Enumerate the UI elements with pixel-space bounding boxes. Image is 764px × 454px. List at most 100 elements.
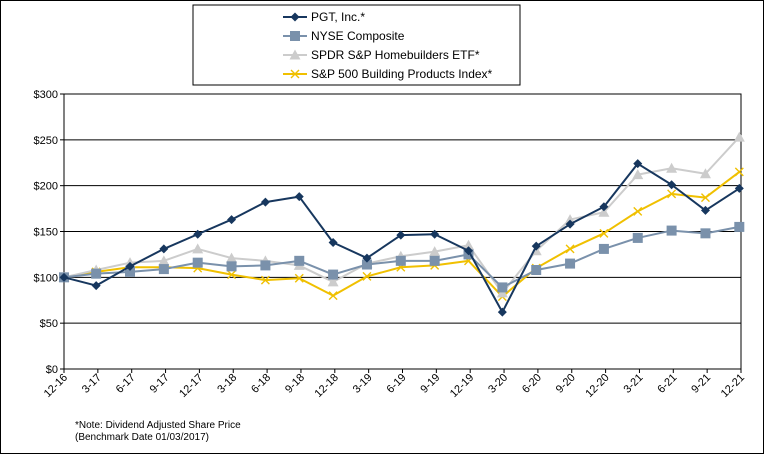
data-point — [328, 291, 338, 301]
y-tick-label: $250 — [34, 135, 58, 147]
data-point-stroke — [294, 273, 304, 283]
data-point — [362, 253, 372, 263]
x-tick-label: 3-18 — [215, 372, 239, 396]
x-tick-label: 3-19 — [351, 372, 375, 396]
data-point — [497, 282, 508, 293]
y-tick-label: $0 — [46, 364, 58, 376]
legend-marker — [290, 31, 300, 41]
legend-entry: NYSE Composite — [283, 29, 405, 43]
data-point-stroke — [227, 270, 237, 280]
data-point — [531, 241, 541, 251]
data-point-stroke — [362, 271, 372, 281]
data-point — [632, 169, 644, 180]
data-point — [193, 229, 203, 239]
legend-label: SPDR S&P Homebuilders ETF* — [311, 48, 480, 62]
data-point-stroke — [700, 193, 710, 203]
data-point — [565, 244, 575, 254]
x-tick-label: 6-19 — [385, 372, 409, 396]
data-point — [260, 275, 270, 285]
data-point — [361, 259, 372, 270]
legend-label: S&P 500 Building Products Index* — [311, 67, 493, 81]
x-tick-label: 12-18 — [313, 372, 341, 400]
data-point — [463, 239, 475, 250]
data-point — [192, 243, 204, 254]
data-point-stroke — [328, 291, 338, 301]
data-point — [734, 167, 744, 177]
data-point — [430, 229, 440, 239]
data-point — [396, 230, 406, 240]
grid-lines — [64, 93, 741, 370]
legend-marker — [290, 69, 300, 79]
data-point — [227, 215, 237, 225]
data-point-stroke — [633, 206, 643, 216]
data-point — [733, 131, 745, 142]
data-point — [294, 273, 304, 283]
data-point — [734, 183, 744, 193]
y-tick-label: $300 — [34, 89, 58, 101]
x-tick-label: 6-20 — [520, 372, 544, 396]
x-tick-label: 3-20 — [486, 372, 510, 396]
data-point — [667, 180, 677, 190]
data-point — [632, 232, 643, 243]
data-point — [59, 272, 69, 282]
x-tick-label: 9-19 — [418, 372, 442, 396]
data-point — [429, 246, 441, 257]
data-point — [158, 255, 170, 266]
data-point-stroke — [667, 189, 677, 199]
data-point — [91, 281, 101, 291]
data-point — [362, 271, 372, 281]
data-point — [598, 243, 609, 254]
data-point — [395, 255, 406, 266]
x-tick-label: 6-21 — [655, 372, 679, 396]
x-tick-label: 3-17 — [80, 372, 104, 396]
data-point-stroke — [599, 228, 609, 238]
x-tick-label: 12-17 — [177, 372, 205, 400]
data-point — [497, 307, 507, 317]
data-point — [633, 159, 643, 169]
data-point — [91, 268, 102, 279]
data-point — [598, 206, 610, 217]
data-point — [226, 261, 237, 272]
data-point — [700, 193, 710, 203]
data-point — [125, 261, 135, 271]
data-point — [125, 266, 136, 277]
x-tick-label: 6-17 — [114, 372, 138, 396]
data-point — [633, 206, 643, 216]
data-point — [158, 264, 169, 275]
legend-entry: PGT, Inc.* — [283, 10, 365, 24]
data-point — [260, 260, 271, 271]
data-point — [464, 246, 474, 256]
legend-marker-stroke — [290, 69, 300, 79]
data-point — [666, 162, 678, 173]
data-point — [192, 257, 203, 268]
x-axis: 12-16 3-17 6-17 9-17 12-17 3-18 6-18 9-18 12-18 3… — [42, 369, 747, 400]
data-point — [667, 189, 677, 199]
x-tick-label: 3-21 — [622, 372, 646, 396]
data-point-stroke — [565, 244, 575, 254]
x-tick-label: 12-20 — [583, 372, 611, 400]
x-tick-label: 9-21 — [689, 372, 713, 396]
data-point — [666, 225, 677, 236]
data-point — [565, 219, 575, 229]
y-tick-label: $200 — [34, 181, 58, 193]
data-point — [260, 197, 270, 207]
footnote-line-2: (Benchmark Date 01/03/2017) — [75, 432, 209, 443]
data-point — [531, 265, 542, 275]
data-point — [564, 214, 576, 225]
data-point — [700, 228, 711, 239]
y-axis: $0 $50 $100 $150 $200 $250 $300 — [34, 89, 64, 376]
legend-entry: S&P 500 Building Products Index* — [283, 67, 493, 81]
footnote-line-1: *Note: Dividend Adjusted Share Price — [75, 420, 241, 431]
legend-entry: SPDR S&P Homebuilders ETF* — [283, 48, 480, 62]
data-point-stroke — [734, 167, 744, 177]
data-point — [226, 252, 238, 263]
legend: PGT, Inc.* NYSE Composite SPDR S&P Homebui… — [192, 4, 521, 86]
x-tick-label: 9-18 — [283, 372, 307, 396]
data-point-stroke — [260, 275, 270, 285]
data-point — [327, 276, 339, 287]
x-tick-label: 9-17 — [148, 372, 172, 396]
legend-marker — [289, 49, 301, 60]
data-point — [227, 270, 237, 280]
y-tick-label: $100 — [34, 272, 58, 284]
data-point — [328, 238, 338, 247]
